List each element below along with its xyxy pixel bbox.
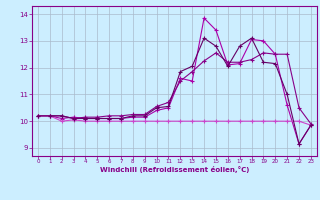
X-axis label: Windchill (Refroidissement éolien,°C): Windchill (Refroidissement éolien,°C) [100,166,249,173]
